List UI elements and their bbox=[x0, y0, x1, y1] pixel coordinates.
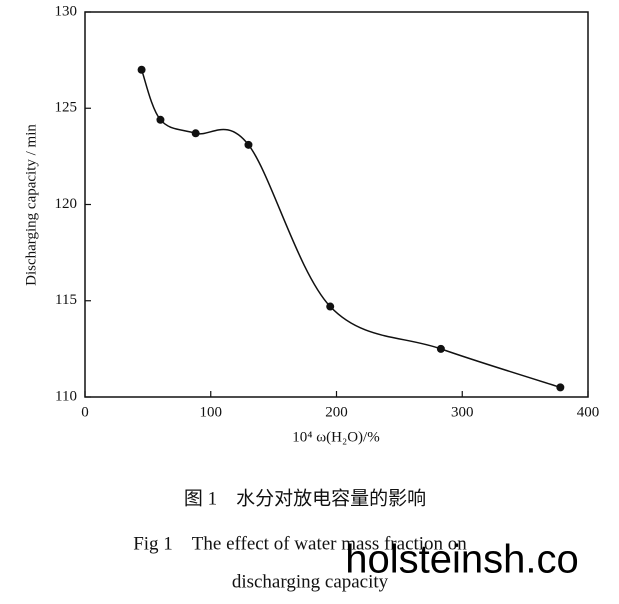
point bbox=[137, 65, 146, 74]
x-tick-label: 200 bbox=[325, 404, 348, 420]
caption-cn: 图 1 水分对放电容量的影响 bbox=[184, 487, 426, 509]
point bbox=[244, 140, 253, 149]
y-tick-label: 115 bbox=[55, 292, 77, 308]
x-tick-label: 400 bbox=[577, 404, 600, 420]
y-axis-label: Discharging capacity / min bbox=[23, 124, 39, 286]
y-tick-label: 130 bbox=[55, 3, 78, 19]
x-tick-label: 100 bbox=[200, 404, 223, 420]
point bbox=[436, 344, 445, 353]
y-tick-label: 120 bbox=[55, 196, 78, 212]
plot-frame bbox=[84, 11, 589, 398]
curve bbox=[140, 69, 561, 389]
x-axis-label: 10⁴ ω(H₂O)/% bbox=[292, 429, 379, 445]
y-tick-label: 110 bbox=[55, 388, 77, 404]
caption-en: Fig 1 The effect of water mass fraction … bbox=[133, 533, 467, 554]
caption-en: discharging capacity bbox=[232, 571, 389, 592]
x-tick-label: 0 bbox=[81, 404, 89, 420]
y-tick-label: 125 bbox=[55, 100, 78, 116]
watermark: holsteinsh.co bbox=[345, 538, 578, 582]
point bbox=[326, 302, 335, 311]
point bbox=[191, 129, 200, 138]
point bbox=[556, 383, 565, 392]
point bbox=[156, 115, 165, 124]
x-tick-label: 300 bbox=[451, 404, 474, 420]
